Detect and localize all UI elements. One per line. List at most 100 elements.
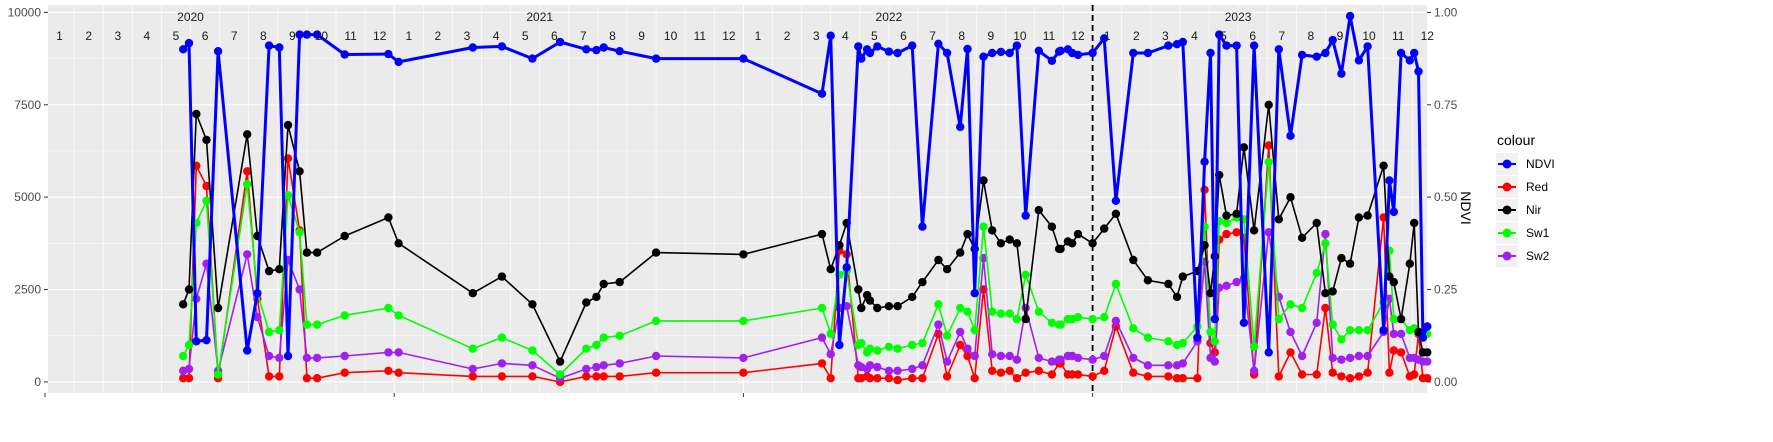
data-point-sw1 [1005,309,1014,318]
data-point-sw1 [592,340,601,350]
month-label: 11 [1392,29,1405,43]
month-label: 11 [1043,29,1056,43]
data-point-nir [1172,292,1182,302]
data-point-sw2 [592,362,601,372]
month-label: 4 [842,29,849,43]
data-point-red [1423,374,1432,383]
data-point-red [275,372,284,381]
y-axis-left: 0 2500 5000 7500 10000 [8,5,1094,397]
data-point-sw2 [1164,361,1173,370]
data-point-ndvi [275,43,284,52]
data-point-nir [1100,224,1109,233]
data-point-nir [599,279,608,289]
data-point-sw1 [1143,333,1153,342]
data-point-ndvi [582,45,591,54]
data-point-red [1232,228,1241,237]
data-point-sw1 [555,370,565,379]
data-point-nir [340,231,349,241]
data-point-nir [213,303,223,313]
data-point-ndvi [942,48,952,58]
data-point-sw2 [302,353,312,363]
month-label: 3 [1162,29,1169,43]
data-point-sw1 [1056,320,1065,329]
data-point-nir [1005,235,1014,244]
data-point-red [1385,368,1394,377]
data-point-red [1129,368,1138,377]
data-point-ndvi [826,31,835,40]
data-point-sw2 [865,361,875,370]
month-label: 4 [1191,29,1198,43]
data-point-ndvi [295,30,304,39]
data-point-red [873,374,882,383]
month-label: 9 [289,29,296,43]
data-point-sw1 [1337,335,1346,344]
data-point-ndvi [1297,50,1307,60]
data-point-ndvi [1354,56,1364,65]
data-point-ndvi [1215,30,1224,39]
month-label: 2 [784,29,791,43]
data-point-sw2 [184,364,194,374]
data-point-nir [1405,259,1415,268]
data-point-nir [1232,209,1241,218]
data-point-red [963,351,972,361]
data-point-nir [1021,314,1030,324]
data-point-sw1 [1345,326,1355,335]
data-point-sw2 [1073,353,1083,363]
data-point-red [826,374,835,383]
data-point-ndvi [179,45,188,54]
month-label: 8 [260,29,267,43]
data-point-sw2 [1232,277,1241,287]
series-group [179,11,1432,387]
data-point-sw1 [1034,307,1044,316]
data-point-red [1264,141,1273,150]
data-point-sw2 [468,364,477,374]
year-label: 2020 [177,10,204,24]
data-point-nir [918,277,927,287]
data-point-red [884,374,894,383]
legend-item-sw2: Sw2 [1496,245,1550,267]
data-point-nir [1410,218,1419,228]
data-point-ndvi [1396,48,1406,58]
data-point-nir [283,120,293,130]
data-point-red [956,340,965,350]
month-label: 8 [609,29,616,43]
month-label: 12 [373,29,387,43]
y-tick-label: 2500 [14,283,41,297]
data-point-ndvi [865,48,875,58]
data-point-nir [1345,259,1355,268]
month-label: 7 [580,29,587,43]
data-point-nir [615,277,624,287]
month-label: 7 [929,29,936,43]
legend-key-point [1502,251,1512,261]
data-point-ndvi [970,289,979,298]
data-point-nir [893,302,902,311]
data-point-sw1 [202,196,211,205]
data-point-sw1 [942,331,952,340]
month-label: 6 [900,29,907,43]
data-point-nir [1396,314,1406,324]
data-point-sw2 [739,353,748,363]
data-point-sw1 [1129,324,1138,333]
data-point-nir [264,266,274,276]
data-point-red [528,372,537,381]
data-point-red [1088,372,1097,381]
data-point-sw2 [1178,359,1188,368]
data-point-nir [996,239,1006,248]
data-point-ndvi [555,37,565,47]
data-point-red [1012,374,1022,383]
data-point-red [1321,303,1330,313]
data-point-red [1274,372,1284,381]
data-point-sw1 [1274,314,1284,324]
month-label: 4 [144,29,151,43]
data-point-sw2 [1222,281,1231,290]
data-point-sw2 [340,351,349,361]
data-point-ndvi [1410,48,1419,58]
legend-label: Sw1 [1526,226,1550,240]
data-point-red [817,359,827,368]
data-point-nir [1164,279,1173,289]
month-label: 9 [987,29,994,43]
data-point-nir [1264,100,1273,110]
data-point-sw1 [934,300,943,309]
data-point-sw2 [1274,292,1284,302]
data-point-sw2 [1005,351,1014,361]
